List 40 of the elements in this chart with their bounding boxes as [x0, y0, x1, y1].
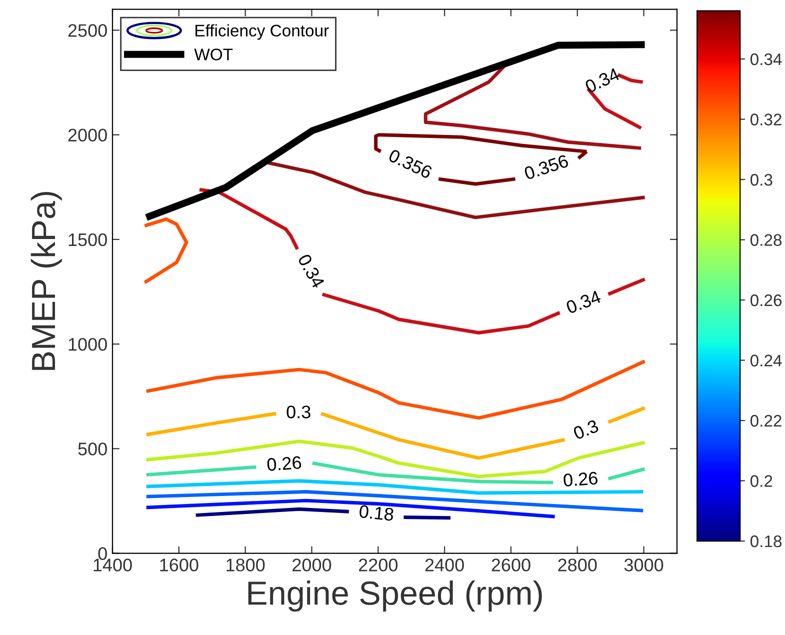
annotation: 0.34 — [297, 253, 326, 290]
y-tick-label: 1500 — [68, 233, 107, 246]
y-axis-title: BMEP (kPa) — [30, 192, 62, 370]
annotation: 0.356 — [388, 148, 433, 179]
annotation: 0.26 — [266, 456, 302, 472]
y-tick-label: 1000 — [68, 338, 107, 351]
annotation: 0.34 — [584, 67, 620, 94]
y-tick-label: 0 — [98, 547, 107, 560]
color-bar-label: 0.22 — [750, 414, 782, 427]
legend-label: WOT — [194, 48, 233, 60]
annotation: 0.3 — [572, 419, 600, 440]
x-tick-label: 1800 — [226, 558, 265, 572]
x-tick-label: 3000 — [624, 558, 664, 572]
x-tick-label: 2000 — [292, 558, 332, 572]
x-tick-label: 1400 — [94, 558, 132, 572]
color-bar-label: 0.24 — [750, 354, 782, 366]
x-tick-label: 2800 — [558, 558, 597, 572]
x-tick-label: 2600 — [492, 558, 530, 572]
x-tick-label: 2400 — [425, 558, 464, 572]
x-tick-label: 2200 — [358, 558, 398, 572]
annotation: 0.18 — [359, 504, 394, 522]
annotation: 0.3 — [286, 406, 310, 418]
line-series — [144, 359, 647, 420]
y-tick-label: 2000 — [68, 128, 107, 142]
color-bar-label: 0.34 — [750, 53, 782, 66]
legend-label: Efficiency Contour — [196, 24, 329, 40]
x-tick-label: 1600 — [160, 558, 198, 572]
color-bar-label: 0.18 — [750, 535, 782, 548]
annotation: 0.34 — [565, 290, 602, 314]
x-axis-title: Engine Speed (rpm) — [248, 580, 542, 612]
color-bar-label: 0.2 — [750, 475, 772, 487]
y-tick-label: 2500 — [68, 24, 107, 37]
color-bar-label: 0.3 — [750, 174, 772, 186]
color-bar-label: 0.32 — [750, 114, 782, 126]
annotation: 0.26 — [563, 472, 598, 487]
line-series — [142, 217, 188, 284]
y-tick-label: 500 — [78, 442, 107, 456]
color-bar-label: 0.26 — [750, 294, 782, 306]
annotation: 0.356 — [524, 154, 570, 180]
color-bar-label: 0.28 — [750, 234, 782, 246]
